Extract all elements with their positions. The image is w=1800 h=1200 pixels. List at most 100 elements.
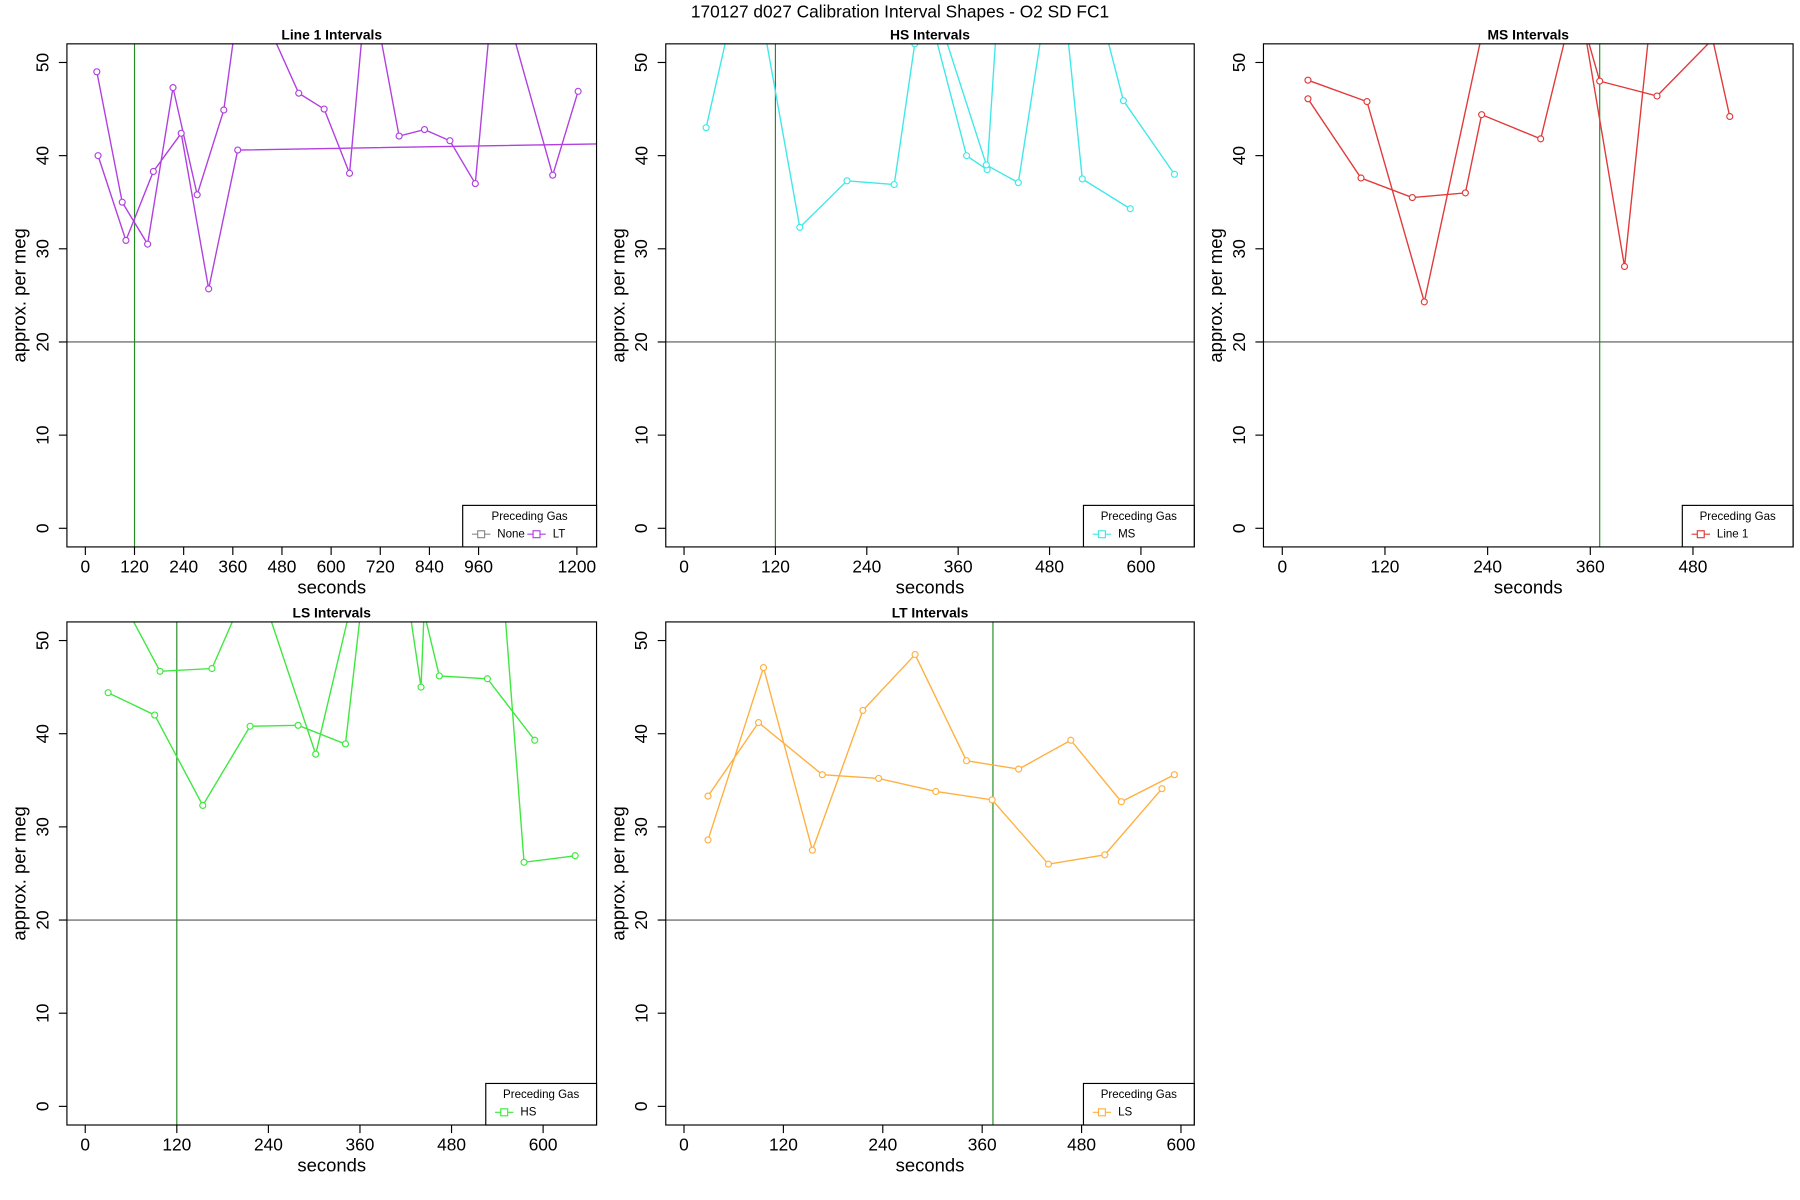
legend-box xyxy=(485,1082,598,1126)
x-tick-label: 360 xyxy=(1576,556,1605,576)
data-point xyxy=(345,169,354,177)
x-tick-label: 480 xyxy=(1067,1134,1096,1154)
legend-title: Preceding Gas xyxy=(1101,1089,1177,1101)
x-tick-label: 120 xyxy=(120,556,149,576)
x-tick-label: 600 xyxy=(1126,556,1155,576)
data-point xyxy=(220,106,228,114)
data-point xyxy=(1420,298,1428,306)
y-tick-label: 10 xyxy=(1229,426,1249,445)
y-tick-label: 0 xyxy=(32,523,52,533)
data-point xyxy=(471,180,479,188)
data-point xyxy=(104,689,112,697)
y-tick-label: 30 xyxy=(631,817,651,836)
legend-box xyxy=(1082,504,1195,548)
y-tick-label: 20 xyxy=(32,910,52,929)
x-tick-label: 120 xyxy=(761,556,790,576)
data-point xyxy=(1537,135,1545,143)
y-tick-label: 0 xyxy=(1229,523,1249,533)
x-tick-label: 600 xyxy=(317,556,346,576)
data-point xyxy=(859,706,867,715)
y-tick-label: 40 xyxy=(1229,146,1249,165)
y-tick-label: 50 xyxy=(32,53,52,72)
data-point xyxy=(295,89,303,97)
data-point xyxy=(962,757,971,765)
legend-label: LT xyxy=(553,528,566,540)
plot-frame xyxy=(66,43,598,548)
data-point xyxy=(1119,97,1127,105)
y-tick-label: 10 xyxy=(631,1004,651,1023)
panel-title: Line 1 Intervals xyxy=(281,26,382,42)
data-point xyxy=(911,650,919,659)
plot-area xyxy=(665,621,1195,1125)
x-tick-label: 360 xyxy=(218,556,247,576)
x-tick-label: 480 xyxy=(1679,556,1708,576)
x-tick-label: 480 xyxy=(437,1134,466,1154)
x-tick-label: 360 xyxy=(346,1134,375,1154)
data-point xyxy=(759,663,768,672)
y-tick-label: 20 xyxy=(1229,332,1249,351)
data-point xyxy=(808,846,816,854)
data-point xyxy=(294,721,302,729)
y-tick-label: 40 xyxy=(631,146,651,165)
legend-label: HS xyxy=(520,1106,536,1118)
panel-title: LS Intervals xyxy=(293,605,372,621)
plot-area xyxy=(66,621,597,1125)
data-point xyxy=(1015,765,1023,773)
data-point xyxy=(1044,860,1053,868)
data-point xyxy=(193,191,201,199)
panel-title: HS Intervals xyxy=(890,26,970,42)
x-tick-label: 240 xyxy=(1473,556,1502,576)
legend-title: Preceding Gas xyxy=(1101,511,1177,523)
legend-box xyxy=(1681,504,1794,548)
x-axis-label: seconds xyxy=(297,1154,366,1175)
y-tick-label: 50 xyxy=(1229,53,1249,72)
data-point xyxy=(571,852,579,860)
data-point xyxy=(796,223,804,231)
data-point xyxy=(520,858,528,866)
data-point xyxy=(208,664,216,673)
plot-frame xyxy=(1262,43,1794,548)
data-point xyxy=(483,675,491,683)
panel: LT Intervals 0 10 20 30 40 50 0 120 240 360 480 600 s… xyxy=(607,605,1195,1176)
data-point xyxy=(875,774,883,783)
y-tick-label: 50 xyxy=(631,631,651,650)
x-tick-label: 120 xyxy=(162,1134,191,1154)
x-tick-label: 720 xyxy=(366,556,395,576)
x-tick-label: 0 xyxy=(81,556,91,576)
y-tick-label: 0 xyxy=(32,1102,52,1112)
x-tick-label: 0 xyxy=(1277,556,1287,576)
data-point xyxy=(704,836,712,844)
legend-label: Line 1 xyxy=(1717,528,1748,540)
x-tick-label: 480 xyxy=(268,556,297,576)
data-point xyxy=(1014,179,1022,187)
legend-title: Preceding Gas xyxy=(492,511,568,523)
y-tick-label: 30 xyxy=(32,817,52,836)
data-point xyxy=(1596,77,1604,85)
data-point xyxy=(446,137,454,145)
data-point xyxy=(246,722,254,730)
data-point xyxy=(962,152,971,160)
data-point xyxy=(420,125,429,134)
legend-label: LS xyxy=(1118,1106,1132,1118)
panel-title: LT Intervals xyxy=(892,605,969,621)
x-tick-label: 0 xyxy=(80,1134,90,1154)
y-tick-label: 40 xyxy=(631,724,651,743)
data-point xyxy=(1478,111,1486,119)
data-point xyxy=(149,167,157,176)
x-tick-label: 240 xyxy=(852,556,881,576)
data-point xyxy=(1304,76,1312,84)
data-point xyxy=(169,84,177,92)
data-point xyxy=(549,171,557,179)
data-point xyxy=(199,801,207,810)
data-point xyxy=(234,146,242,154)
data-point xyxy=(122,236,130,244)
x-axis-label: seconds xyxy=(1494,576,1563,597)
x-axis-label: seconds xyxy=(297,576,366,597)
data-point xyxy=(754,718,763,727)
data-point xyxy=(818,771,826,779)
y-tick-label: 40 xyxy=(32,724,52,743)
plot-area xyxy=(1263,43,1794,547)
data-point xyxy=(144,240,152,248)
data-point xyxy=(1067,736,1075,744)
data-point xyxy=(205,285,213,293)
